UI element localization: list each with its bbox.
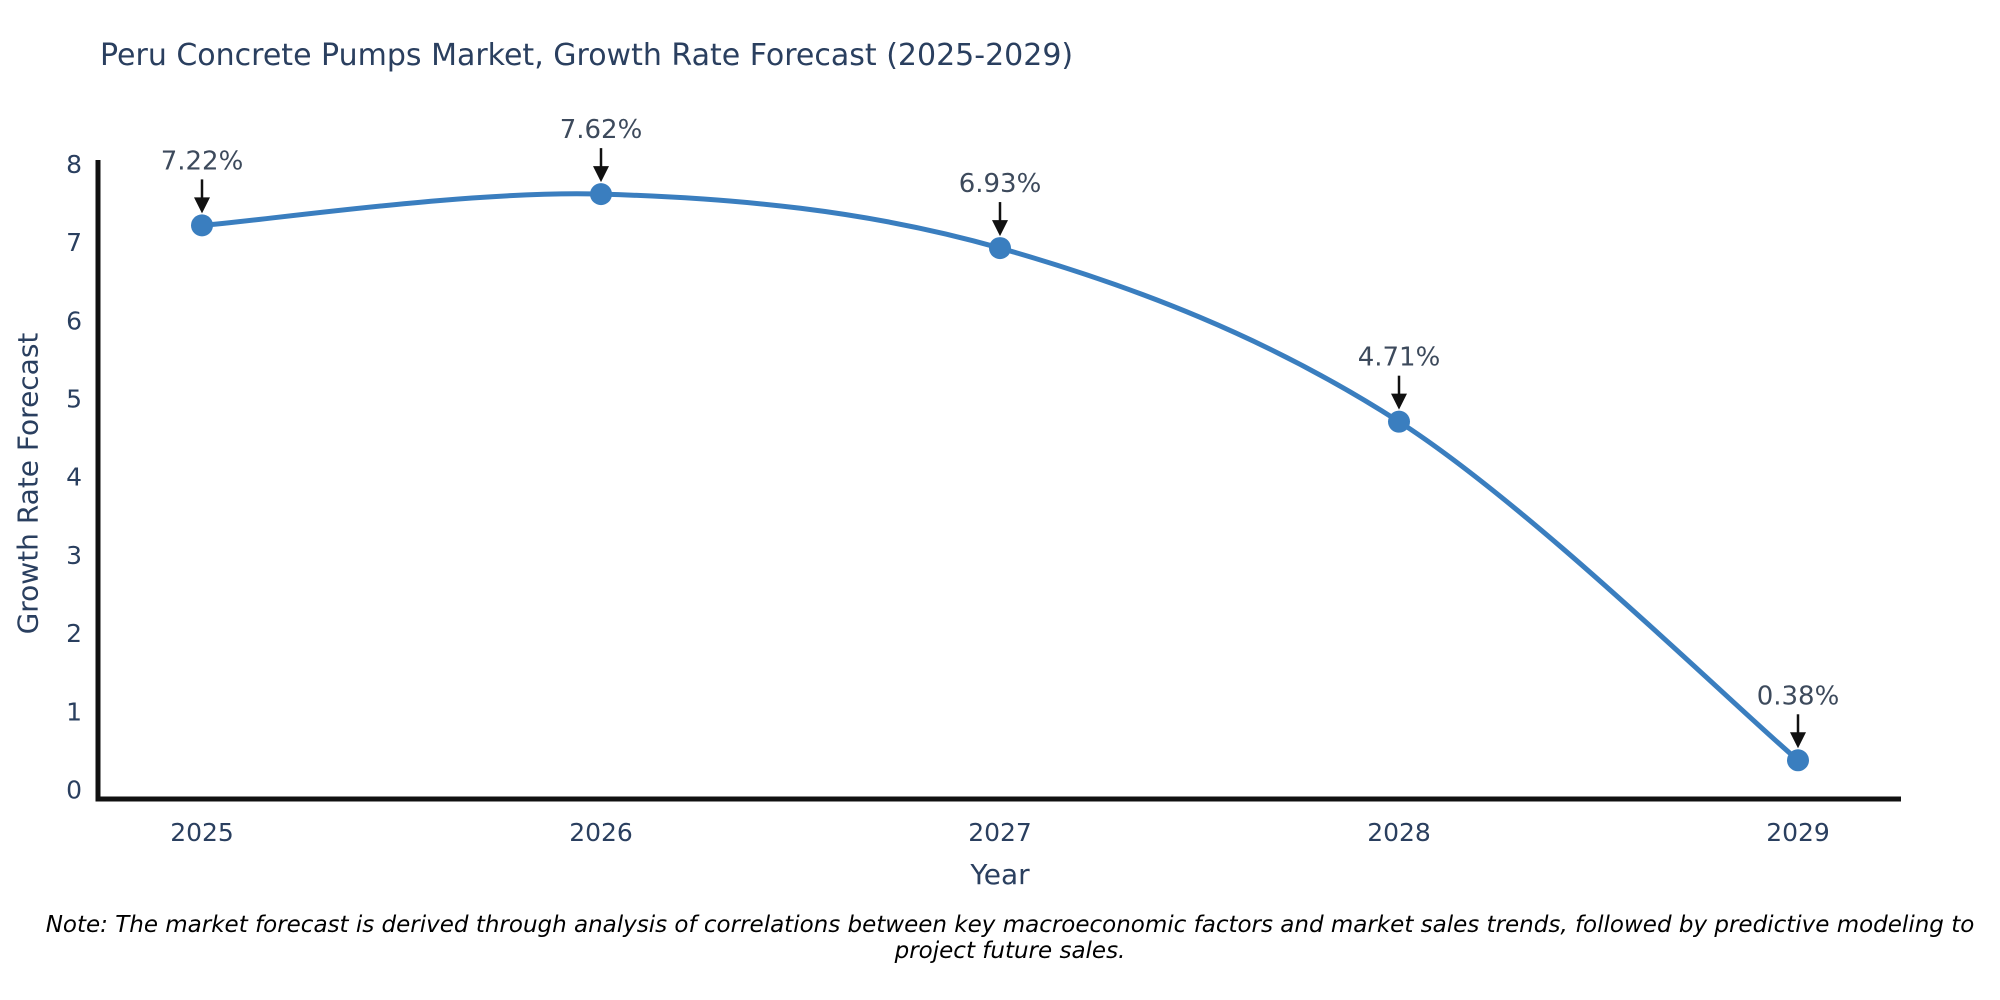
series-line xyxy=(199,191,1801,763)
x-tick-label: 2025 xyxy=(170,818,234,847)
annotation-arrowhead xyxy=(992,220,1008,237)
annotation-label: 7.22% xyxy=(161,146,244,176)
annotation-arrowhead xyxy=(194,197,210,214)
data-point-marker xyxy=(191,214,213,237)
chart-title: Peru Concrete Pumps Market, Growth Rate … xyxy=(100,38,1074,73)
annotation-arrowhead xyxy=(1391,393,1407,410)
y-tick-label: 0 xyxy=(66,776,82,805)
x-axis-title: Year xyxy=(970,858,1030,891)
axes-layer: 0 1 2 3 4 5 6 7 8 2025 2026 2027 2028 2029 xyxy=(66,150,1901,847)
y-tick-label: 5 xyxy=(66,385,82,414)
y-tick-label: 8 xyxy=(66,150,82,179)
data-point-marker xyxy=(1388,410,1410,433)
data-point-marker xyxy=(989,237,1011,260)
data-point-marker xyxy=(1787,749,1809,772)
x-tick-label: 2028 xyxy=(1367,818,1431,847)
annotation-label: 7.62% xyxy=(560,115,643,145)
annotation-label: 4.71% xyxy=(1358,343,1441,373)
y-axis-title: Growth Rate Forecast xyxy=(11,332,45,635)
annotation-label: 0.38% xyxy=(1757,681,1840,711)
annotation-arrowhead xyxy=(1790,732,1806,749)
x-tick-label: 2026 xyxy=(569,818,633,847)
y-tick-label: 7 xyxy=(66,228,82,257)
y-tick-label: 6 xyxy=(66,306,82,335)
annotation-layer: 7.22% 7.62% 6.93% 4.71% 0.38% xyxy=(161,115,1840,749)
x-tick-label: 2027 xyxy=(968,818,1032,847)
annotation-label: 6.93% xyxy=(959,169,1042,199)
y-tick-label: 3 xyxy=(66,541,82,570)
y-tick-label: 4 xyxy=(66,463,82,492)
y-tick-label: 2 xyxy=(66,619,82,648)
data-point-marker xyxy=(590,183,612,206)
x-tick-label: 2029 xyxy=(1766,818,1830,847)
footnote-text: Note: The market forecast is derived thr… xyxy=(45,912,1975,964)
annotation-arrowhead xyxy=(593,166,609,183)
series-layer xyxy=(191,183,1809,772)
y-tick-label: 1 xyxy=(66,697,82,726)
